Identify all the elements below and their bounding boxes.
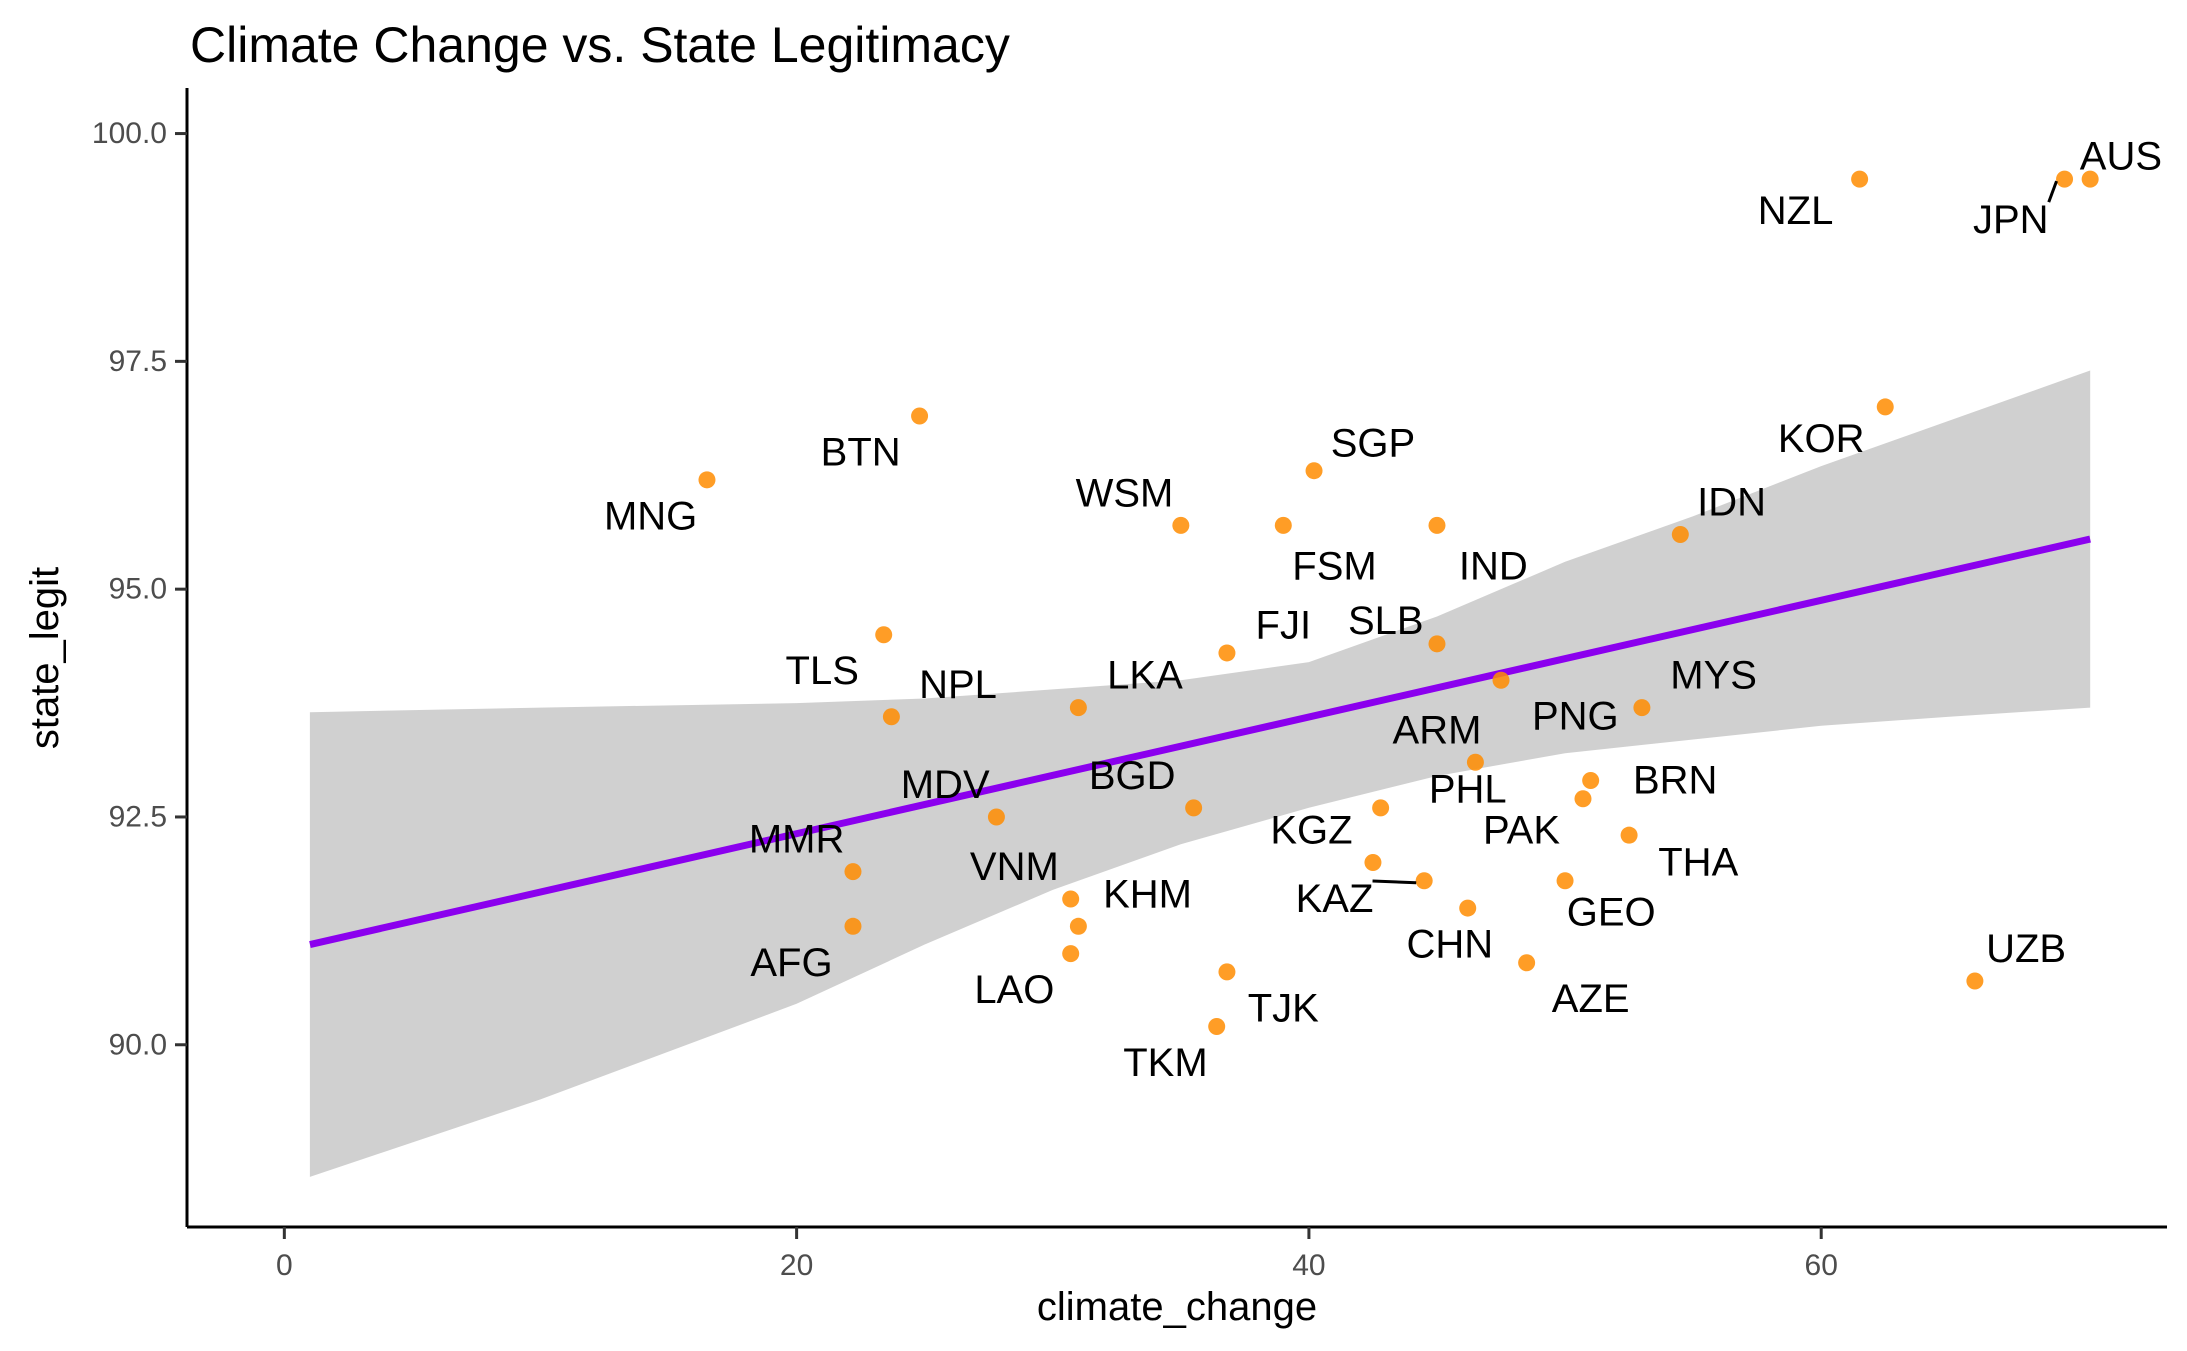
point-label-mdv: MDV <box>901 763 990 807</box>
y-tick-label: 95.0 <box>109 573 167 606</box>
data-points-layer <box>698 170 2099 1036</box>
data-point-brn <box>1582 772 1600 790</box>
label-leader-jpn <box>2047 180 2058 203</box>
data-point-sgp <box>1305 462 1323 480</box>
point-label-npl: NPL <box>919 663 997 707</box>
data-point-mdv <box>987 808 1005 826</box>
confidence-band-layer <box>309 370 2091 1177</box>
x-tick-label: 20 <box>780 1249 813 1282</box>
x-tick-label: 40 <box>1292 1249 1325 1282</box>
point-label-uzb: UZB <box>1986 927 2066 971</box>
data-point-btn <box>911 407 929 425</box>
data-point-khm <box>1069 917 1087 935</box>
data-point-png <box>1492 671 1510 689</box>
y-axis-title: state_legit <box>23 567 67 749</box>
data-point-phl <box>1372 799 1390 817</box>
point-label-idn: IDN <box>1697 481 1766 525</box>
x-tick-label: 60 <box>1805 1249 1838 1282</box>
point-label-aze: AZE <box>1552 977 1630 1021</box>
data-point-pak <box>1574 790 1592 808</box>
point-label-kor: KOR <box>1778 417 1865 461</box>
data-point-chn <box>1459 899 1477 917</box>
y-tick-label: 92.5 <box>109 800 167 833</box>
x-axis-title: climate_change <box>1037 1285 1317 1329</box>
y-axis-ticks: 90.0 92.5 95.0 97.5 100.0 <box>92 117 187 1061</box>
point-label-lao: LAO <box>974 968 1054 1012</box>
point-label-phl: PHL <box>1429 768 1507 812</box>
y-tick-label: 100.0 <box>92 117 167 150</box>
point-label-brn: BRN <box>1633 759 1717 803</box>
point-label-chn: CHN <box>1406 923 1493 967</box>
chart-title: Climate Change vs. State Legitimacy <box>190 17 1010 73</box>
data-point-mng <box>698 471 716 489</box>
point-label-afg: AFG <box>750 941 832 985</box>
point-label-slb: SLB <box>1348 599 1424 643</box>
data-point-afg <box>844 917 862 935</box>
data-point-lka <box>1069 699 1087 717</box>
data-point-aus <box>2081 170 2099 188</box>
data-point-ind <box>1428 516 1446 534</box>
x-tick-label: 0 <box>276 1249 293 1282</box>
point-label-kgz: KGZ <box>1270 809 1352 853</box>
point-label-vnm: VNM <box>970 845 1059 889</box>
point-label-nzl: NZL <box>1758 189 1834 233</box>
point-label-tjk: TJK <box>1248 986 1319 1030</box>
point-label-khm: KHM <box>1103 872 1192 916</box>
data-point-tha <box>1620 826 1638 844</box>
label-leader-kaz <box>1372 879 1417 885</box>
point-label-mng: MNG <box>604 494 697 538</box>
data-point-idn <box>1671 525 1689 543</box>
data-point-arm <box>1466 753 1484 771</box>
data-point-vnm <box>1062 890 1080 908</box>
data-point-kaz <box>1415 872 1433 890</box>
y-tick-label: 97.5 <box>109 345 167 378</box>
point-label-arm: ARM <box>1393 708 1482 752</box>
data-point-tkm <box>1208 1018 1226 1036</box>
point-label-ind: IND <box>1459 544 1528 588</box>
point-label-fsm: FSM <box>1292 544 1376 588</box>
fit-line-layer <box>309 535 2091 948</box>
point-label-mys: MYS <box>1670 654 1757 698</box>
point-label-pak: PAK <box>1483 809 1560 853</box>
data-point-tjk <box>1218 963 1236 981</box>
point-label-lka: LKA <box>1107 654 1183 698</box>
data-point-mys <box>1633 699 1651 717</box>
point-label-mmr: MMR <box>749 818 845 862</box>
confidence-band <box>309 370 2091 1177</box>
point-label-fji: FJI <box>1256 604 1312 648</box>
data-point-wsm <box>1172 516 1190 534</box>
data-point-fji <box>1218 644 1236 662</box>
data-point-npl <box>882 708 900 726</box>
data-point-bgd <box>1185 799 1203 817</box>
point-label-kaz: KAZ <box>1296 877 1374 921</box>
point-label-bgd: BGD <box>1089 754 1176 798</box>
data-point-uzb <box>1966 972 1984 990</box>
data-point-tls <box>875 626 893 644</box>
x-axis-ticks: 0 20 40 60 <box>276 1227 1838 1282</box>
data-point-nzl <box>1851 170 1869 188</box>
point-label-geo: GEO <box>1567 891 1656 935</box>
data-point-lao <box>1062 945 1080 963</box>
data-point-fsm <box>1274 516 1292 534</box>
point-label-tha: THA <box>1658 841 1738 885</box>
fit-line <box>309 535 2091 948</box>
point-label-tls: TLS <box>786 649 859 693</box>
point-label-sgp: SGP <box>1331 421 1415 465</box>
point-label-tkm: TKM <box>1123 1041 1207 1085</box>
point-label-jpn: JPN <box>1973 198 2049 242</box>
data-point-kgz <box>1364 854 1382 872</box>
point-label-png: PNG <box>1532 695 1619 739</box>
data-point-slb <box>1428 635 1446 653</box>
data-point-aze <box>1518 954 1536 972</box>
data-point-geo <box>1556 872 1574 890</box>
point-label-wsm: WSM <box>1076 471 1174 515</box>
data-point-kor <box>1876 398 1894 416</box>
y-tick-label: 90.0 <box>109 1028 167 1061</box>
data-point-mmr <box>844 863 862 881</box>
point-label-aus: AUS <box>2080 134 2162 178</box>
point-label-btn: BTN <box>821 430 901 474</box>
data-point-jpn <box>2056 170 2074 188</box>
